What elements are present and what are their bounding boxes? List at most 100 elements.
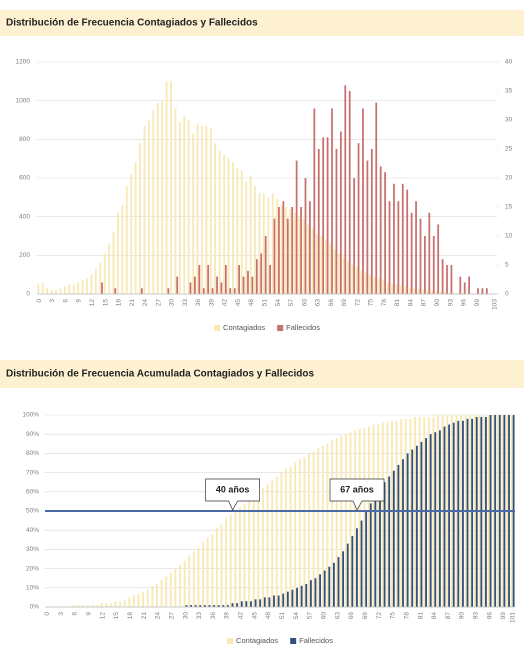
x-tick-label: 42 [238,612,245,620]
bar [348,91,351,294]
x-tick-label: 75 [368,299,375,307]
y-tick-label: 60% [26,489,39,496]
bar [363,428,366,607]
bar [300,585,303,607]
bar [217,605,220,607]
bar [130,174,133,294]
bar [233,288,236,294]
x-tick-label: 18 [127,612,134,620]
legend-label: Contagiados [236,636,278,645]
bar [254,185,256,294]
bar [224,265,227,294]
bar [222,605,225,607]
bar [109,603,112,607]
x-tick-label: 72 [376,612,383,620]
x-tick-label: 0 [44,612,51,616]
bar [99,263,102,294]
x-tick-label: 39 [224,612,231,620]
bar [46,288,49,294]
x-tick-label: 33 [182,299,189,307]
bar [199,605,202,607]
bar [123,599,126,607]
bar [263,597,266,607]
bar [466,418,469,607]
bar [133,595,135,607]
bar [194,276,196,294]
bar [408,287,411,294]
bar [156,102,159,294]
x-tick-label: 33 [196,612,203,620]
y2-tick-label: 15 [505,204,513,211]
bar [101,282,103,294]
bar [333,249,336,294]
bar [225,518,228,607]
bar [295,160,298,294]
bar [190,605,192,607]
bar [338,253,340,294]
bar [419,218,422,294]
legend: Contagiados Fallecidos [214,323,320,332]
bar [86,605,89,607]
bar [146,589,149,607]
y-tick-label: 30% [26,546,39,553]
bar [437,224,440,294]
bar [63,286,66,294]
bar [404,418,407,607]
bar [351,265,354,294]
bar [435,291,438,294]
bar [324,239,327,294]
y2-tick-label: 5 [505,262,509,269]
bar [41,282,44,294]
bar [319,574,322,607]
bar [266,484,269,607]
bar [91,605,94,607]
bar [216,276,218,294]
bar [139,143,141,294]
title-bar [0,10,524,36]
bar [448,424,451,607]
bar [323,570,326,607]
bar [169,572,172,607]
x-tick-label: 12 [89,299,96,307]
x-tick-label: 75 [390,612,397,620]
bar [220,282,223,294]
bar [332,562,335,607]
bar [148,120,150,294]
x-tick-label: 60 [301,299,308,307]
bar [240,601,243,607]
x-tick-label: 45 [251,612,258,620]
bar [82,605,85,607]
bar [302,218,305,294]
bar [289,208,292,294]
bar [347,261,349,294]
bar [100,603,103,607]
bar [167,288,170,294]
chart-title: Distribución de Frecuencia Acumulada Con… [6,369,314,380]
bar [259,599,262,607]
y-tick-label: 50% [26,508,39,515]
bar [308,453,310,607]
y-tick-label: 0% [30,604,40,611]
x-tick-label: 54 [293,612,300,620]
bar [428,212,431,294]
bar [384,172,386,294]
bar [50,290,53,294]
bar [117,212,119,294]
y2-tick-label: 20 [505,175,513,182]
bar [448,292,451,294]
x-tick-label: 15 [102,299,109,307]
y-tick-label: 400 [19,213,30,220]
bar [282,593,285,607]
bar [282,201,285,294]
x-tick-label: 12 [99,612,106,620]
bar [188,555,191,607]
bar [267,197,270,294]
bar [174,568,177,607]
bar [151,585,154,607]
bar [326,443,329,607]
bar [453,292,455,294]
x-tick-label: 9 [76,299,83,303]
x-tick-label: 72 [354,299,361,307]
x-tick-label: 21 [141,612,148,620]
bar [194,605,197,607]
